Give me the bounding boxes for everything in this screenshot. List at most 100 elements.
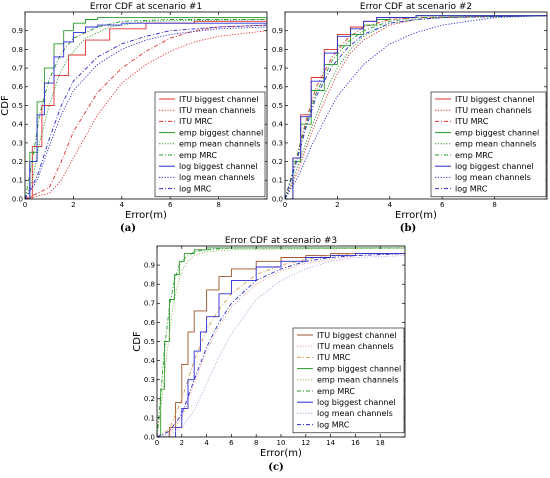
legend-box bbox=[292, 327, 405, 434]
legend-entry: log biggest channel bbox=[179, 162, 258, 171]
series-line-6 bbox=[25, 19, 267, 199]
series-line-2 bbox=[25, 30, 267, 199]
x-tick-label: 8 bbox=[492, 201, 496, 209]
legend-entry: ITU MRC bbox=[179, 117, 213, 126]
x-tick-label: 2 bbox=[335, 201, 339, 209]
x-tick-label: 6 bbox=[440, 201, 445, 209]
chart-title: Error CDF at scenario #3 bbox=[225, 236, 337, 246]
chart-panel-1: Error CDF at scenario #1 0 2 4 6 8 0.0 0.1 0.2 0.… bbox=[0, 2, 268, 234]
x-tick-label: 18 bbox=[376, 439, 385, 447]
panel-caption: (c) bbox=[268, 462, 284, 473]
series-line-7 bbox=[25, 22, 267, 199]
legend: ITU biggest channel ITU mean channels ITU … bbox=[430, 91, 547, 198]
legend-entry: log mean channels bbox=[317, 409, 393, 418]
series-line-7 bbox=[285, 15, 547, 199]
chart-panel-3: Error CDF at scenario #3 0 2 4 6 8 10 12 14 16 18 0… bbox=[132, 236, 406, 473]
y-tick-label: 0.8 bbox=[144, 281, 155, 289]
y-tick-label: 0.9 bbox=[12, 27, 23, 35]
x-tick-label: 0 bbox=[23, 201, 27, 209]
series-line-8 bbox=[25, 26, 267, 199]
x-tick-label: 6 bbox=[168, 201, 173, 209]
legend-entry: log biggest channel bbox=[317, 398, 396, 407]
y-tick-label: 0.2 bbox=[144, 395, 155, 403]
x-tick-label: 2 bbox=[71, 201, 75, 209]
x-tick-label: 6 bbox=[229, 439, 234, 447]
y-tick-label: 0.0 bbox=[144, 433, 155, 441]
x-tick-label: 16 bbox=[351, 439, 360, 447]
x-tick-label: 12 bbox=[301, 439, 310, 447]
series-line-7 bbox=[157, 253, 405, 437]
x-tick-label: 8 bbox=[254, 439, 258, 447]
legend-entry: ITU MRC bbox=[317, 353, 351, 362]
legend-entry: ITU biggest channel bbox=[317, 331, 397, 340]
y-tick-label: 0.9 bbox=[272, 27, 283, 35]
series-line-5 bbox=[25, 19, 267, 199]
y-tick-label: 0.4 bbox=[144, 357, 156, 365]
y-tick-label: 0.7 bbox=[144, 300, 155, 308]
series-line-4 bbox=[157, 247, 405, 437]
y-tick-label: 0.7 bbox=[272, 65, 283, 73]
x-axis-label: Error(m) bbox=[395, 210, 437, 221]
legend-entry: ITU mean channels bbox=[455, 106, 532, 115]
chart-title: Error CDF at scenario #2 bbox=[360, 2, 472, 12]
series-line-5 bbox=[157, 247, 405, 437]
y-tick-label: 0.6 bbox=[12, 83, 24, 91]
panel-caption: (a) bbox=[120, 223, 136, 234]
x-tick-label: 4 bbox=[204, 439, 209, 447]
legend-entry: ITU MRC bbox=[455, 117, 489, 126]
y-tick-label: 0.3 bbox=[144, 376, 155, 384]
legend-entry: log MRC bbox=[179, 184, 212, 193]
series-line-8 bbox=[285, 15, 547, 199]
y-tick-label: 0.8 bbox=[272, 46, 283, 54]
legend-entry: log mean channels bbox=[179, 173, 255, 182]
series-line-3 bbox=[25, 24, 267, 199]
y-tick-label: 0.7 bbox=[12, 65, 23, 73]
legend-entry: emp biggest channel bbox=[317, 364, 401, 373]
y-tick-label: 0.1 bbox=[272, 177, 283, 185]
chart-panel-2: Error CDF at scenario #2 0 2 4 6 8 0.0 0.1 0.2 0.… bbox=[272, 2, 548, 234]
legend-box bbox=[430, 91, 547, 198]
legend: ITU biggest channel ITU mean channels ITU … bbox=[292, 327, 405, 434]
x-axis-label: Error(m) bbox=[125, 210, 167, 221]
y-tick-label: 0.0 bbox=[12, 195, 23, 203]
series-group bbox=[157, 247, 405, 437]
x-axis-label: Error(m) bbox=[260, 448, 302, 459]
y-tick-label: 0.1 bbox=[144, 414, 155, 422]
y-tick-label: 0.6 bbox=[272, 83, 284, 91]
series-line-9 bbox=[25, 24, 267, 199]
y-tick-label: 0.5 bbox=[144, 338, 155, 346]
legend-entry: log MRC bbox=[317, 420, 350, 429]
y-tick-label: 0.4 bbox=[272, 121, 284, 129]
series-line-9 bbox=[157, 253, 405, 437]
series-line-2 bbox=[157, 253, 405, 437]
legend-entry: emp mean channels bbox=[317, 376, 398, 385]
legend-entry: emp MRC bbox=[317, 387, 355, 396]
legend-entry: ITU biggest channel bbox=[179, 95, 259, 104]
series-line-6 bbox=[157, 247, 405, 437]
x-tick-label: 8 bbox=[216, 201, 220, 209]
legend-entry: emp biggest channel bbox=[179, 128, 263, 137]
y-tick-label: 0.4 bbox=[12, 121, 24, 129]
legend-entry: emp mean channels bbox=[179, 140, 260, 149]
panel-caption: (b) bbox=[400, 223, 416, 234]
legend-entry: emp mean channels bbox=[455, 140, 536, 149]
x-tick-label: 2 bbox=[180, 439, 184, 447]
legend-entry: ITU mean channels bbox=[179, 106, 256, 115]
y-tick-label: 0.5 bbox=[272, 102, 283, 110]
series-line-9 bbox=[285, 15, 547, 199]
legend-entry: emp MRC bbox=[455, 151, 493, 160]
x-tick-label: 10 bbox=[277, 439, 286, 447]
y-tick-label: 0.3 bbox=[272, 139, 283, 147]
x-tick-label: 0 bbox=[283, 201, 287, 209]
legend-entry: ITU biggest channel bbox=[455, 95, 535, 104]
y-axis-label: CDF bbox=[0, 95, 11, 116]
y-tick-label: 0.8 bbox=[12, 46, 23, 54]
series-group bbox=[285, 15, 547, 199]
y-tick-label: 0.6 bbox=[144, 319, 156, 327]
y-tick-label: 0.2 bbox=[12, 158, 23, 166]
y-tick-label: 0.2 bbox=[272, 158, 283, 166]
legend-box bbox=[154, 91, 266, 198]
x-tick-label: 14 bbox=[326, 439, 335, 447]
legend-entry: ITU mean channels bbox=[317, 342, 394, 351]
x-tick-label: 4 bbox=[120, 201, 125, 209]
